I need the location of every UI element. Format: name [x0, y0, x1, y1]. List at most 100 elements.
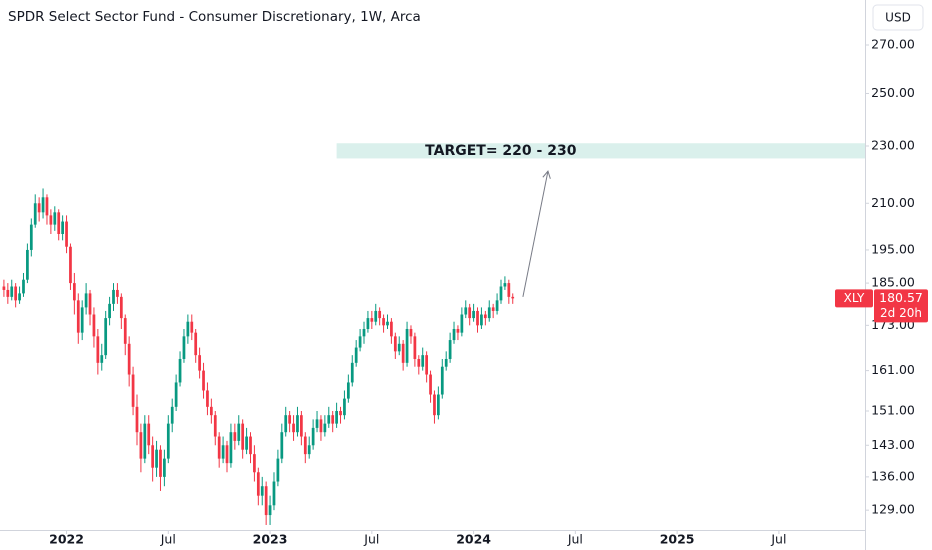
candle-body [397, 343, 401, 352]
candle-body [194, 332, 198, 356]
candle-body [14, 286, 18, 301]
candle-body [65, 221, 68, 247]
candle-body [284, 415, 288, 433]
candle-body [444, 358, 448, 367]
candle-body [147, 423, 151, 446]
candle-body [405, 328, 409, 363]
candle-body [374, 310, 378, 322]
candle-body [327, 415, 331, 424]
candle-body [18, 293, 21, 301]
candle-body [460, 314, 464, 333]
candle-body [409, 328, 413, 337]
candle-body [264, 486, 268, 516]
candle-body [433, 394, 436, 416]
y-tick-label: 195.00 [871, 241, 915, 256]
y-tick-label: 136.00 [871, 468, 915, 483]
candle-body [229, 432, 233, 464]
y-tick-label: 210.00 [871, 195, 915, 210]
y-tick-label: 161.00 [871, 362, 915, 377]
candle-body [386, 321, 389, 326]
candle-body [300, 415, 303, 437]
y-tick-label: 230.00 [871, 137, 915, 152]
candle-body [311, 427, 315, 446]
candle-body [276, 458, 280, 482]
candle-body [182, 336, 186, 359]
candle-body [72, 283, 76, 301]
candle-body [209, 406, 213, 416]
candle-body [202, 370, 205, 391]
candle-body [249, 436, 252, 455]
candle-body [370, 318, 374, 322]
symbol-badge [835, 289, 873, 308]
candle-body [425, 355, 428, 375]
candle-body [6, 289, 10, 297]
last-price-label: 180.57 [879, 290, 923, 305]
candle-body [57, 212, 61, 235]
candle-body [155, 449, 158, 468]
y-tick-label: 185.00 [871, 275, 915, 290]
candle-body [503, 283, 507, 287]
candle-body [76, 300, 80, 333]
candle-body [362, 328, 366, 337]
candle-body [491, 307, 495, 311]
candle-body [487, 307, 491, 319]
candle-body [61, 221, 64, 235]
candle-body [88, 293, 92, 315]
candle-body [350, 362, 354, 383]
candle-body [307, 445, 311, 455]
candle-body [178, 358, 182, 383]
candle-body [417, 358, 421, 367]
candle-body [296, 415, 299, 433]
candle-body [268, 505, 272, 516]
candle-body [170, 406, 174, 424]
candle-body [358, 336, 362, 348]
last-price-badge [874, 289, 928, 323]
candle-body [92, 314, 96, 337]
arrow-head [542, 170, 551, 179]
currency-label[interactable]: USD [885, 11, 911, 25]
candle-body [22, 279, 25, 294]
candle-body [378, 310, 382, 319]
candle-body [390, 321, 393, 337]
candle-body [131, 374, 135, 407]
x-tick-label: 2025 [660, 532, 695, 547]
currency-button[interactable] [872, 4, 924, 31]
candle-body [343, 398, 346, 416]
candle-body [225, 445, 229, 464]
candle-body [127, 343, 131, 375]
candle-body [198, 355, 201, 371]
candle-body [84, 293, 88, 308]
candle-body [468, 307, 472, 319]
candle-body [139, 432, 143, 459]
candle-body [45, 197, 49, 216]
candle-body [456, 328, 460, 333]
candle-body [151, 445, 155, 468]
candle-body [323, 423, 327, 433]
x-tick-label: Jul [160, 532, 176, 547]
candle-body [237, 423, 241, 441]
symbol-label: XLY [844, 291, 865, 305]
candle-body [401, 343, 405, 363]
x-tick-label: 2023 [253, 532, 288, 547]
candle-body [233, 432, 237, 441]
y-tick-label: 270.00 [871, 37, 915, 52]
candle-body [49, 215, 53, 225]
candle-body [213, 415, 217, 437]
candle-body [319, 419, 323, 433]
candle-body [112, 289, 115, 304]
candle-body [507, 283, 511, 297]
candle-body [483, 314, 487, 319]
candle-body [53, 212, 57, 225]
chart-title: SPDR Select Sector Fund - Consumer Discr… [8, 9, 421, 25]
candle-body [26, 249, 29, 280]
candle-body [116, 289, 119, 297]
candle-body [354, 347, 358, 363]
candle-body [346, 382, 350, 399]
candle-body [29, 224, 33, 250]
candle-body [452, 328, 456, 341]
candle-body [2, 286, 6, 290]
candle-body [472, 310, 475, 319]
candle-body [464, 307, 468, 315]
candle-body [499, 286, 503, 301]
